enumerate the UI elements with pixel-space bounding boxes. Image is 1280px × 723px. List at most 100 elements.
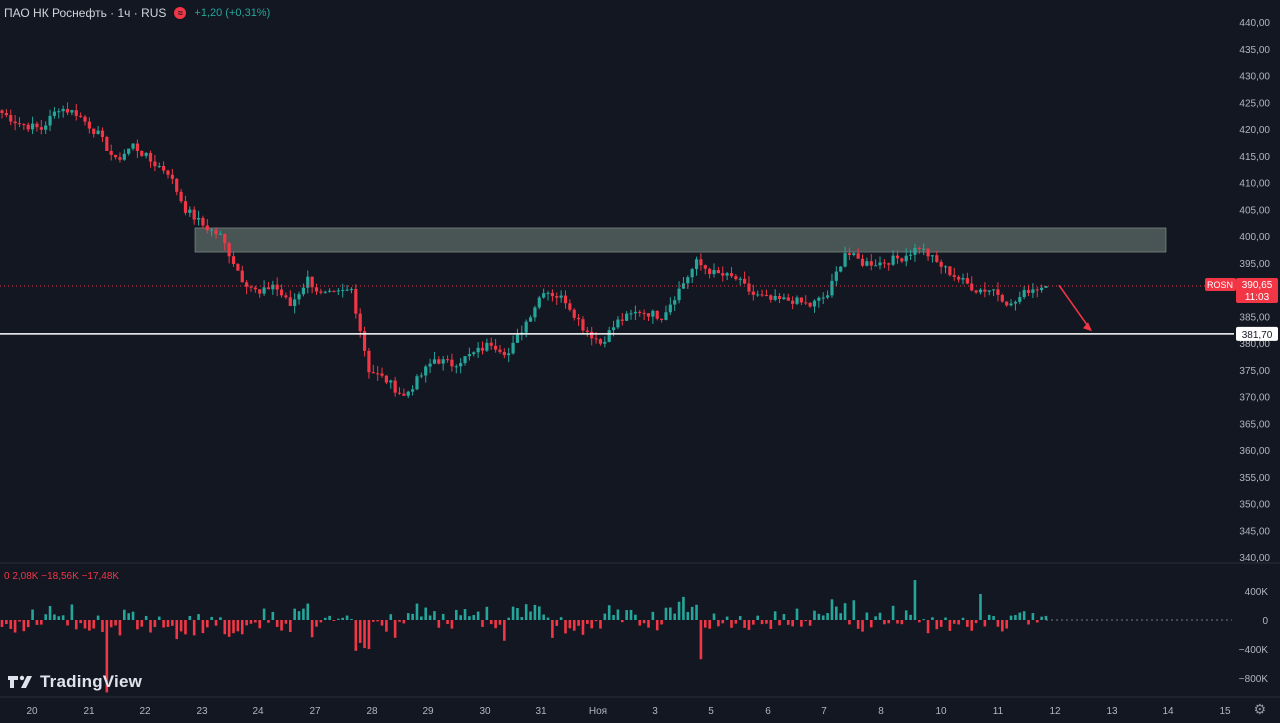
volume-bar: [782, 614, 786, 620]
candle-body: [44, 125, 48, 130]
candle-body: [397, 392, 402, 394]
volume-bar: [70, 604, 74, 620]
candle-body: [48, 115, 52, 126]
x-tick-label: 12: [1049, 706, 1061, 717]
candle-body: [494, 345, 498, 350]
y-tick-label: 400,00: [1239, 232, 1270, 243]
x-tick-label: 15: [1219, 706, 1231, 717]
candle-body: [140, 150, 144, 156]
volume-bar: [546, 617, 550, 620]
volume-bar: [258, 620, 262, 629]
volume-bar: [40, 620, 43, 625]
volume-bar: [966, 620, 969, 627]
volume-tick-label: −800K: [1239, 674, 1269, 685]
candle-body: [895, 255, 900, 259]
volume-bar: [332, 620, 336, 621]
candle-body: [127, 148, 131, 154]
candle-body: [926, 248, 930, 257]
candle-body: [1009, 303, 1013, 306]
candle-body: [83, 116, 87, 122]
y-tick-label: 420,00: [1239, 125, 1270, 136]
volume-bar: [192, 620, 196, 636]
tradingview-logo[interactable]: TradingView: [8, 672, 142, 692]
candle-body: [419, 375, 423, 377]
x-tick-label: 8: [878, 706, 884, 717]
volume-bar: [607, 605, 611, 620]
time-axis[interactable]: 20 21 22 23 24 27 28 29 30 31 Ноя 3 5 6 7 8 10 11 12 13 14 15: [26, 706, 1231, 717]
x-tick-label: 22: [139, 706, 151, 717]
candle-body: [659, 318, 664, 320]
volume-bar: [537, 606, 541, 620]
candle-body: [821, 297, 825, 299]
candle-body: [1022, 290, 1026, 298]
candle-body: [568, 303, 572, 310]
volume-bar: [162, 620, 165, 628]
candle-body: [74, 110, 78, 116]
chart-legend[interactable]: ПАО НК Роснефть · 1ч · RUS ≈ +1,20 (+0,3…: [4, 4, 270, 22]
volume-bar: [323, 617, 327, 620]
volume-bar: [188, 615, 192, 620]
candle-body: [904, 255, 908, 262]
y-tick-label: 430,00: [1239, 72, 1270, 83]
volume-bar: [843, 603, 847, 620]
candle-body: [328, 290, 332, 292]
volume-bar: [555, 620, 559, 626]
volume-bar: [616, 609, 620, 620]
candle-body: [1026, 290, 1031, 293]
gear-icon[interactable]: ⚙: [1253, 701, 1266, 717]
volume-bar: [625, 610, 628, 620]
candle-body: [271, 284, 275, 290]
volume-bar: [179, 620, 183, 632]
level-tag-bg: [1236, 326, 1278, 341]
volume-bar: [463, 609, 467, 620]
candle-body: [734, 276, 738, 280]
candle-body: [546, 292, 550, 294]
candle-body: [1031, 289, 1035, 293]
x-tick-label: 29: [422, 706, 434, 717]
candle-body: [179, 191, 183, 202]
y-tick-label: 375,00: [1239, 366, 1270, 377]
volume-bar: [175, 620, 179, 640]
candle-body: [109, 150, 113, 155]
volume-bar: [747, 620, 751, 630]
volume-bar: [721, 620, 725, 624]
volume-bar: [581, 620, 585, 635]
candle-body: [284, 295, 288, 298]
volume-bar: [1014, 615, 1017, 620]
volume-bar: [411, 613, 414, 620]
volume-bar: [284, 620, 288, 624]
candle-body: [603, 341, 607, 344]
candle-body: [655, 310, 659, 319]
symbol-title[interactable]: ПАО НК Роснефть · 1ч · RUS: [4, 6, 167, 20]
volume-bar: [367, 620, 371, 650]
volume-bar: [476, 611, 480, 620]
y-tick-label: 355,00: [1239, 473, 1270, 484]
candle-body: [751, 291, 755, 295]
candle-body: [432, 359, 437, 364]
x-tick-label: 13: [1106, 706, 1118, 717]
volume-tick-label: −400K: [1239, 645, 1269, 656]
volume-bar: [507, 617, 511, 620]
volume-bar: [376, 620, 379, 622]
volume-bar: [795, 608, 799, 620]
candle-body: [804, 302, 808, 304]
volume-bar: [31, 609, 34, 620]
candle-body: [651, 310, 655, 317]
volume-bar: [450, 620, 454, 629]
candle-body: [441, 359, 445, 364]
candle-body: [148, 152, 153, 162]
candle-body: [393, 380, 397, 393]
volume-bar: [415, 603, 419, 620]
volume-bar: [944, 617, 947, 620]
price-tag-bg: [1236, 278, 1278, 304]
candle-body: [738, 278, 742, 280]
volume-bar: [1027, 620, 1030, 625]
volume-bar: [987, 614, 991, 620]
volume-bar: [105, 620, 109, 693]
volume-bar: [520, 617, 524, 620]
candle-body: [1018, 297, 1022, 302]
volume-bar: [655, 620, 659, 631]
candle-body: [113, 154, 118, 158]
